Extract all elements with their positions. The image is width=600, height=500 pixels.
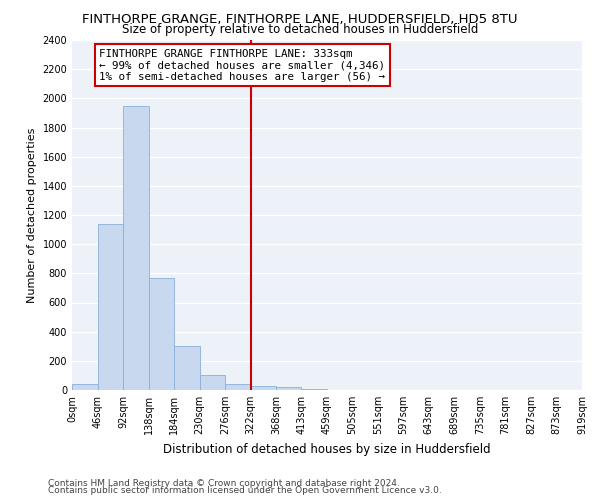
Bar — [301, 388, 327, 390]
Bar — [72, 384, 98, 390]
Text: Size of property relative to detached houses in Huddersfield: Size of property relative to detached ho… — [122, 22, 478, 36]
Text: FINTHORPE GRANGE FINTHORPE LANE: 333sqm
← 99% of detached houses are smaller (4,: FINTHORPE GRANGE FINTHORPE LANE: 333sqm … — [99, 49, 385, 82]
Bar — [200, 374, 225, 390]
Bar — [174, 346, 200, 390]
Bar — [98, 224, 123, 390]
Text: Contains HM Land Registry data © Crown copyright and database right 2024.: Contains HM Land Registry data © Crown c… — [48, 478, 400, 488]
Text: Contains public sector information licensed under the Open Government Licence v3: Contains public sector information licen… — [48, 486, 442, 495]
Bar — [276, 387, 301, 390]
Bar — [251, 386, 276, 390]
Text: FINTHORPE GRANGE, FINTHORPE LANE, HUDDERSFIELD, HD5 8TU: FINTHORPE GRANGE, FINTHORPE LANE, HUDDER… — [82, 12, 518, 26]
X-axis label: Distribution of detached houses by size in Huddersfield: Distribution of detached houses by size … — [163, 442, 491, 456]
Bar — [123, 106, 149, 390]
Bar — [149, 278, 174, 390]
Y-axis label: Number of detached properties: Number of detached properties — [27, 128, 37, 302]
Bar — [225, 384, 251, 390]
